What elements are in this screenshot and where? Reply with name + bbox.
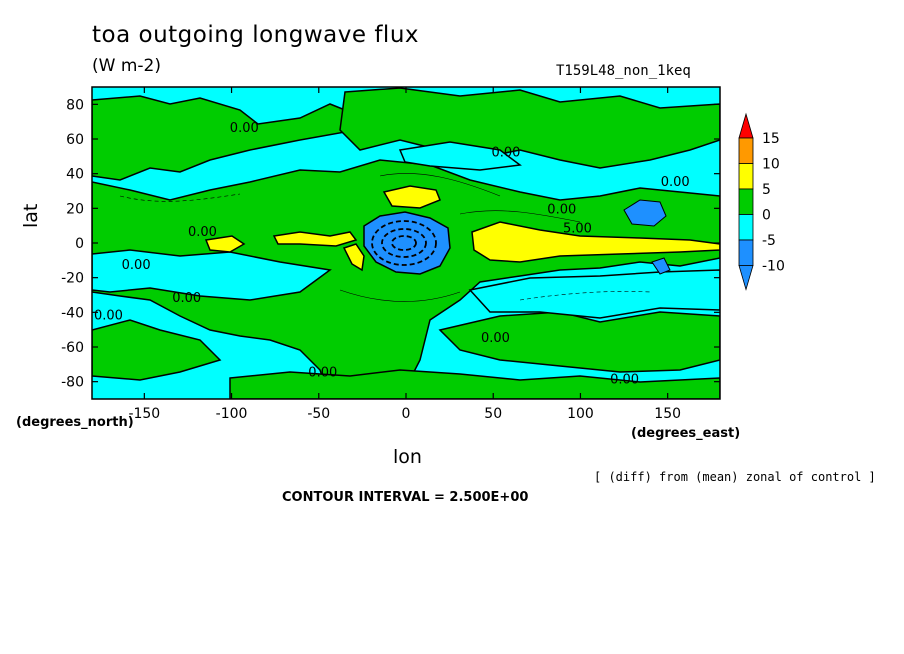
- region-green-tropics: [92, 159, 720, 399]
- colorbar-label: 0: [762, 208, 771, 224]
- x-tick-label: 150: [654, 406, 681, 422]
- colorbar-segment: [738, 214, 754, 241]
- contour-label: 0.00: [308, 365, 337, 380]
- region-cyan-tropical-east: [468, 269, 720, 319]
- region-blue-central: [363, 211, 451, 275]
- region-green-south-west: [92, 319, 222, 381]
- x-tick-label: -150: [128, 406, 160, 422]
- region-cyan-tropical-west: [92, 249, 332, 301]
- region-yellow-africa: [382, 185, 441, 209]
- y-tick-label: 20: [66, 201, 84, 217]
- colorbar-label: -10: [762, 259, 785, 275]
- x-axis-units: (degrees_east): [631, 426, 741, 441]
- chart-title: toa outgoing longwave flux: [92, 22, 420, 48]
- colorbar-segment: [738, 188, 754, 215]
- chart-units: (W m-2): [92, 56, 161, 76]
- colorbar-segment: [738, 239, 754, 266]
- region-cyan-north-patch: [398, 141, 522, 171]
- contour-interval: CONTOUR INTERVAL = 2.500E+00: [282, 490, 529, 505]
- contour-labels: 0.00 0.00 0.00 0.00 0.00 0.00 5.00 0.00 0.00 0.00…: [94, 121, 690, 387]
- colorbar-label: 5: [762, 182, 771, 198]
- colorbar-segment: [738, 137, 754, 164]
- x-tick-label: 0: [402, 406, 411, 422]
- y-tick-label: -20: [61, 271, 84, 287]
- region-yellow-indian-pacific: [471, 221, 720, 263]
- contour-label: 0.00: [491, 145, 520, 160]
- y-tick-label: -40: [61, 305, 84, 321]
- colorbar: 15 10 5 0 -5 -10: [738, 112, 785, 291]
- y-tick-label: 0: [75, 236, 84, 252]
- contour-label: 0.00: [188, 225, 217, 240]
- region-yellow-south-africa: [342, 243, 365, 272]
- region-blue-west-pacific: [623, 199, 667, 227]
- x-tick-label: -100: [216, 406, 248, 422]
- colorbar-label: 15: [762, 131, 780, 147]
- diff-note: [ (diff) from (mean) zonal of control ]: [594, 470, 876, 484]
- y-axis-ticks: -80 -60 -40 -20 0 20 40 60 80: [61, 97, 720, 391]
- y-tick-label: -60: [61, 340, 84, 356]
- y-tick-label: 60: [66, 132, 84, 148]
- region-green-south-polar: [229, 369, 720, 399]
- contour-label: 0.00: [661, 175, 690, 190]
- run-label: T159L48_non_1keq: [556, 63, 691, 79]
- colorbar-label: 10: [762, 157, 780, 173]
- thin-contours: [119, 173, 651, 302]
- colorbar-arrow-top: [738, 112, 754, 139]
- y-tick-label: 80: [66, 97, 84, 113]
- y-tick-label: 40: [66, 167, 84, 183]
- plot-area: [92, 87, 720, 399]
- x-tick-label: -50: [307, 406, 330, 422]
- region-yellow-west-band-1: [204, 235, 246, 253]
- contour-label: 0.00: [610, 372, 639, 387]
- y-tick-label: -80: [61, 375, 84, 391]
- region-yellow-west-band-2: [272, 231, 358, 247]
- y-axis-units: (degrees_north): [16, 415, 134, 430]
- x-axis-ticks: -150 -100 -50 0 50 100 150: [128, 87, 681, 422]
- contour-label: 0.00: [94, 308, 123, 323]
- x-tick-label: 50: [484, 406, 502, 422]
- contour-label: 0.00: [122, 258, 151, 273]
- contour-label: 0.00: [481, 331, 510, 346]
- contour-label: 5.00: [563, 222, 592, 237]
- central-dashed-contours: [371, 220, 437, 266]
- region-blue-small: [651, 257, 671, 275]
- contour-label: 0.00: [230, 121, 259, 136]
- x-axis-label: lon: [393, 446, 422, 468]
- colorbar-arrow-bottom: [738, 265, 754, 291]
- x-tick-label: 100: [567, 406, 594, 422]
- contour-label: 0.00: [172, 291, 201, 306]
- colorbar-label: -5: [762, 233, 776, 249]
- colorbar-segment: [738, 163, 754, 190]
- contour-label: 0.00: [547, 203, 576, 218]
